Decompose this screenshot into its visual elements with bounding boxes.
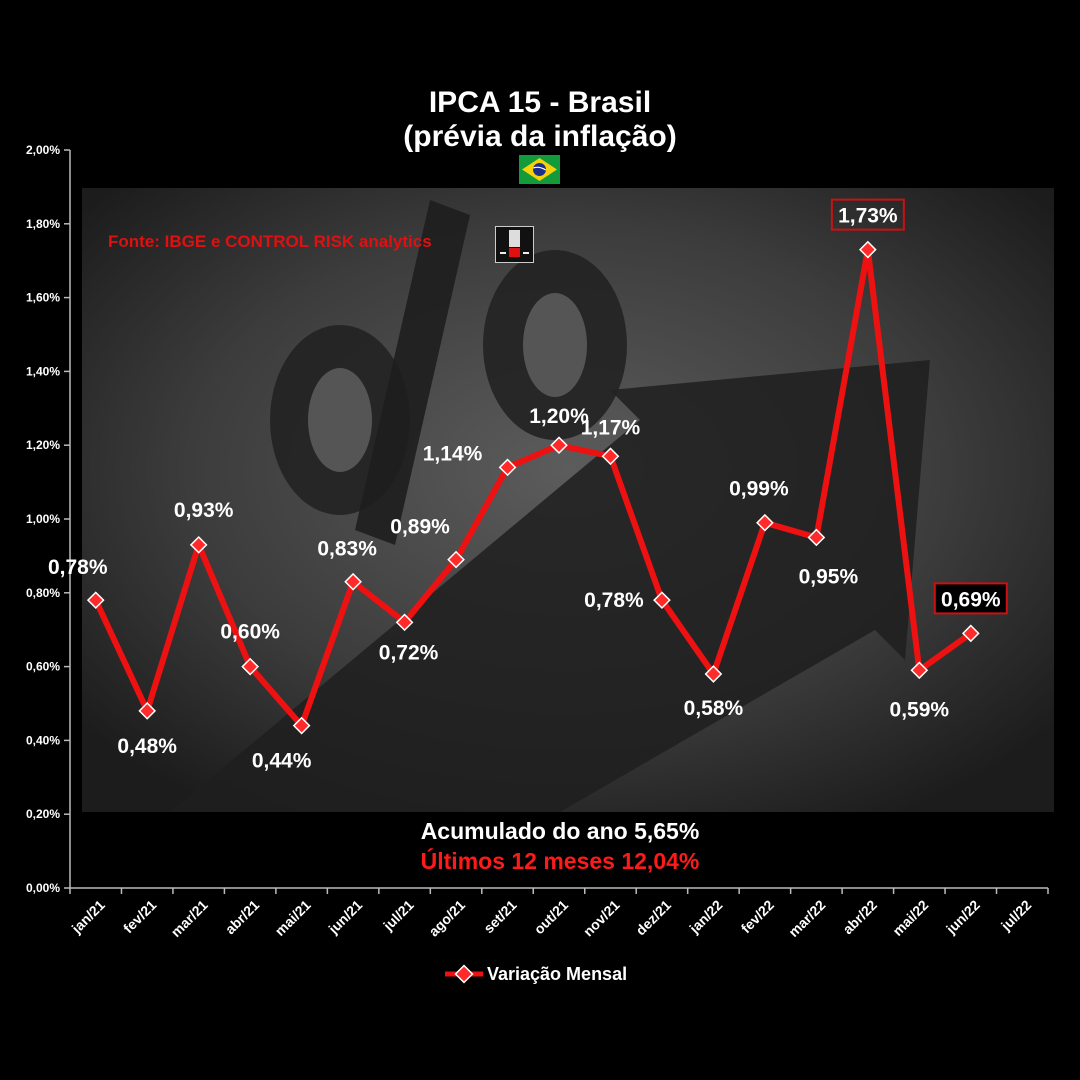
data-point-marker [550,436,568,455]
data-label: 1,14% [423,442,483,465]
data-label: 0,83% [317,538,377,561]
data-label: 1,20% [529,405,589,428]
x-tick-label: mai/21 [272,897,314,939]
x-tick-label: jun/21 [325,897,366,938]
x-tick-label: out/21 [531,897,572,938]
x-tick-label: set/21 [480,897,520,937]
x-tick-label: fev/22 [738,897,778,937]
x-tick-label: mar/22 [785,897,828,940]
data-label: 0,93% [174,499,234,522]
data-label: 0,78% [48,556,108,579]
data-point-marker [653,591,671,610]
data-point-marker [138,702,157,720]
x-tick-label: mar/21 [168,897,211,940]
data-point-marker [447,550,465,569]
data-point-marker [189,535,208,554]
x-tick-label: nov/21 [580,897,623,940]
data-point-marker [756,513,774,532]
data-label: 0,48% [117,735,177,758]
y-tick-label: 2,00% [26,143,60,157]
data-point-marker [859,240,877,259]
data-label: 0,59% [890,698,950,721]
data-point-marker [241,657,259,676]
x-tick-label: abr/22 [839,897,880,938]
y-axis-ticks: 0,00% 0,20% 0,40% 0,60% 0,80% 1,00% 1,20% 1,40%… [26,143,70,895]
brazil-flag-icon [519,155,560,184]
x-axis-ticks: jan/21 fev/21 mar/21 abr/21 mai/21 jun/21 jul/… [68,888,1049,940]
x-tick-label: fev/21 [120,897,160,937]
y-tick-label: 1,80% [26,217,60,231]
x-tick-label: abr/21 [222,897,263,938]
data-point-marker [807,528,826,547]
y-tick-label: 0,80% [26,586,60,600]
data-point-marker [601,447,620,466]
data-label: 0,58% [684,697,744,720]
data-point-marker [344,572,362,591]
data-label: 0,72% [379,641,439,664]
y-tick-label: 0,20% [26,807,60,821]
y-tick-label: 0,60% [26,660,60,674]
chart-title: IPCA 15 - Brasil [428,86,652,119]
data-point-marker [86,591,105,610]
legend: Variação Mensal [445,962,627,986]
chart-subtitle: (prévia da inflação) [403,120,677,153]
data-point-marker [292,716,311,735]
y-tick-label: 1,60% [26,291,60,305]
control-risk-logo-icon [495,226,534,263]
x-tick-label: jul/22 [997,897,1034,934]
x-tick-label: dez/21 [632,897,674,939]
x-tick-label: jul/21 [379,897,416,934]
source-note: Fonte: IBGE e CONTROL RISK analytics [108,232,432,251]
data-point-marker [704,665,723,683]
data-point-marker [910,661,929,680]
data-point-marker [395,613,414,632]
data-label: 0,99% [729,478,789,501]
data-label: 0,69% [941,588,1001,611]
data-label: 0,60% [220,621,280,644]
legend-line-marker-icon [445,964,483,984]
series-variacao-mensal [86,240,980,735]
y-tick-label: 0,00% [26,881,60,895]
data-label: 1,17% [581,416,641,439]
y-tick-label: 0,40% [26,733,60,747]
data-label: 0,44% [252,750,312,773]
y-tick-label: 1,40% [26,364,60,378]
x-tick-label: mai/22 [889,897,931,939]
data-label: 0,89% [390,516,450,539]
data-label-highlight-box [933,582,1008,615]
y-tick-label: 1,20% [26,438,60,452]
data-label: 0,78% [584,589,644,612]
y-tick-label: 1,00% [26,512,60,526]
last-12-months-summary: Últimos 12 meses 12,04% [420,848,700,874]
legend-label: Variação Mensal [487,963,628,984]
x-tick-label: jun/22 [942,897,983,938]
data-label: 1,73% [838,205,898,228]
data-label-highlight-box [830,198,905,231]
data-point-marker [498,458,517,477]
data-label: 0,95% [799,565,859,588]
series-line [92,246,974,729]
accumulated-year-summary: Acumulado do ano 5,65% [420,818,700,844]
x-tick-label: ago/21 [425,897,468,940]
background-percent-image [82,188,1054,812]
x-tick-label: jan/22 [685,897,725,937]
x-tick-label: jan/21 [68,897,108,937]
data-labels: 0,78% 0,48% 0,93% 0,60% 0,44% 0,83% 0,72% 0,89%… [48,198,1008,773]
data-point-marker [961,624,980,643]
